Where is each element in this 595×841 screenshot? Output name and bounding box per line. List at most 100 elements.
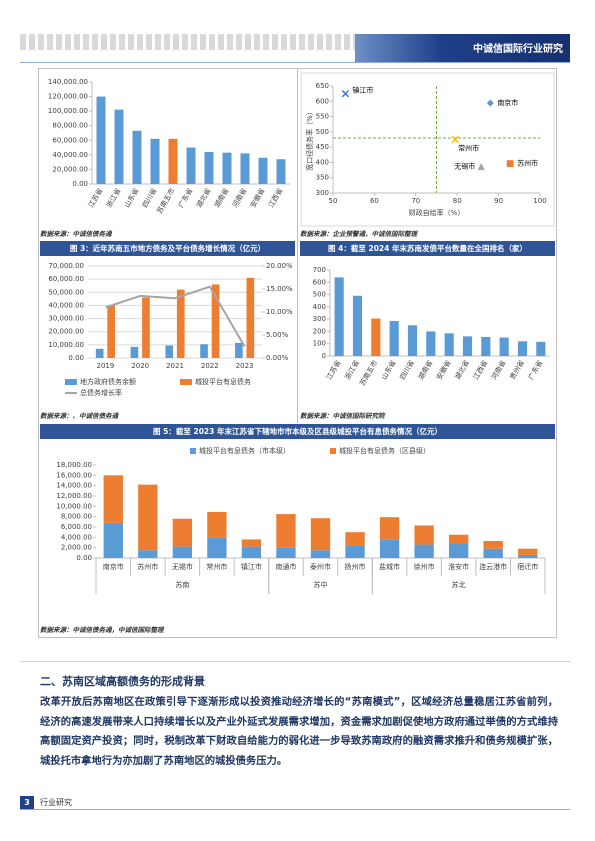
- paragraph: 改革开放后苏南地区在政策引导下逐渐形成以投资推动经济增长的“苏南模式”，区域经济…: [40, 696, 558, 767]
- x-tick-label: 浙江省: [104, 187, 122, 210]
- x-axis-title: 财政自给率（%）: [409, 208, 465, 217]
- chart-scatter: 300 350 400 450 500 550 600 650 50 60 70 80 90 100 财政自…: [300, 72, 555, 227]
- y-tick-label: 16,000.00: [56, 471, 92, 479]
- bar-segment: [207, 512, 227, 538]
- bar: [204, 151, 214, 184]
- y-tick-label: 2,000.00: [61, 544, 92, 552]
- x-tick-label: 泰州市: [310, 562, 331, 571]
- bar-segment: [276, 547, 296, 558]
- bar-segment: [345, 545, 365, 558]
- y2-tick-label: 5.00%: [266, 331, 289, 339]
- x-tick-label: 宿迁市: [517, 562, 538, 571]
- scatter-point: [486, 99, 494, 107]
- bar: [150, 138, 160, 184]
- legend-swatch: [180, 379, 192, 385]
- bar: [107, 305, 115, 358]
- y-tick-label: 200: [313, 327, 326, 335]
- y-tick-label: 30,000.00: [48, 315, 84, 323]
- bar: [200, 344, 208, 358]
- source-note: 数据来源：中诚信债务通: [40, 230, 112, 238]
- x-tick-label: 连云港市: [479, 562, 507, 571]
- source-note: 数据来源：、中诚信债务通: [40, 412, 118, 420]
- bar: [235, 342, 243, 358]
- bar: [176, 289, 185, 358]
- bar: [258, 157, 268, 184]
- y-tick-label: 4,000.00: [61, 533, 92, 541]
- y-tick-label: 40,000.00: [52, 151, 88, 159]
- bar-segment: [414, 544, 434, 558]
- bar: [168, 138, 178, 184]
- x-tick-label: 江苏省: [324, 359, 342, 382]
- bar-segment: [379, 539, 400, 558]
- x-tick-label: 河南省: [489, 359, 507, 382]
- x-tick-label: 扬州市: [345, 562, 366, 571]
- x-tick-label: 湖北省: [194, 187, 212, 210]
- y-tick-label: 650: [316, 82, 329, 90]
- bar: [352, 295, 363, 356]
- bar-segment: [518, 548, 538, 555]
- bar-segment: [103, 522, 123, 558]
- bar: [211, 284, 220, 358]
- x-tick-label: 50: [329, 197, 338, 205]
- bar: [222, 152, 232, 184]
- y-tick-label: 600: [316, 97, 329, 105]
- y-tick-label: 50,000.00: [48, 288, 84, 296]
- bar: [96, 96, 106, 184]
- x-tick-label: 淮安市: [448, 562, 469, 571]
- bar: [132, 130, 142, 184]
- x-tick-label: 2023: [236, 362, 254, 370]
- bar: [130, 346, 139, 358]
- x-tick-label: 河南省: [230, 187, 248, 210]
- x-tick-label: 浙江省: [343, 359, 361, 382]
- bar-segment: [310, 550, 331, 558]
- footer-rule: [20, 809, 570, 810]
- bar: [426, 331, 436, 356]
- bar-segment: [379, 517, 400, 540]
- x-tick-label: 80: [453, 197, 462, 205]
- y-tick-label: 500: [313, 291, 326, 299]
- y-tick-label: 100: [313, 340, 326, 348]
- x-tick-label: 山东省: [379, 359, 397, 382]
- y-tick-label: 20,000.00: [48, 328, 84, 336]
- bar: [499, 337, 509, 356]
- bar-segment: [276, 514, 296, 548]
- point-label: 南京市: [497, 98, 518, 107]
- y2-tick-label: 10.00%: [266, 308, 293, 316]
- bar-segment: [448, 534, 469, 544]
- section-rule: [20, 661, 570, 662]
- x-tick-label: 苏州市: [137, 562, 158, 571]
- y2-tick-label: 20.00%: [266, 262, 293, 270]
- bar-segment: [172, 518, 193, 547]
- y-tick-label: 300: [316, 189, 329, 197]
- y-tick-label: 10,000.00: [48, 341, 84, 349]
- bar-segment: [207, 537, 227, 558]
- y-tick-label: 60,000.00: [52, 136, 88, 144]
- figure-title: 图 4：截至 2024 年末苏南发债平台数量在全国排名（家）: [300, 241, 555, 256]
- x-tick-label: 安徽省: [248, 187, 266, 210]
- y-tick-label: 100,000.00: [48, 107, 88, 115]
- x-tick-label: 无锡市: [172, 562, 193, 571]
- x-tick-label: 镇江市: [241, 562, 262, 571]
- x-tick-label: 贵州省: [508, 359, 526, 382]
- x-tick-label: 广东省: [176, 187, 194, 210]
- x-tick-label: 70: [411, 197, 420, 205]
- y-tick-label: 0.00: [76, 554, 92, 562]
- y-tick-label: 40,000.00: [48, 301, 84, 309]
- bar: [246, 277, 255, 358]
- x-tick-label: 2019: [96, 362, 114, 370]
- line-series: [105, 285, 246, 348]
- source-note: 数据来源：中诚信债务通，中诚信国际整理: [40, 626, 164, 634]
- point-label: 常州市: [458, 144, 479, 153]
- bar: [517, 341, 528, 356]
- bar: [142, 297, 150, 358]
- frame-divider: [297, 68, 298, 423]
- bar-segment: [345, 532, 365, 546]
- y2-tick-label: 0.00%: [266, 354, 289, 362]
- y-tick-label: 18,000.00: [56, 461, 92, 469]
- legend-swatch: [65, 379, 77, 385]
- x-tick-label: 2021: [166, 362, 184, 370]
- chart-provinces-debt: 0.00 20,000.00 40,000.00 60,000.00 80,000.00…: [48, 78, 290, 215]
- bar: [462, 336, 473, 356]
- bar: [114, 109, 124, 184]
- y2-tick-label: 15.00%: [266, 285, 293, 293]
